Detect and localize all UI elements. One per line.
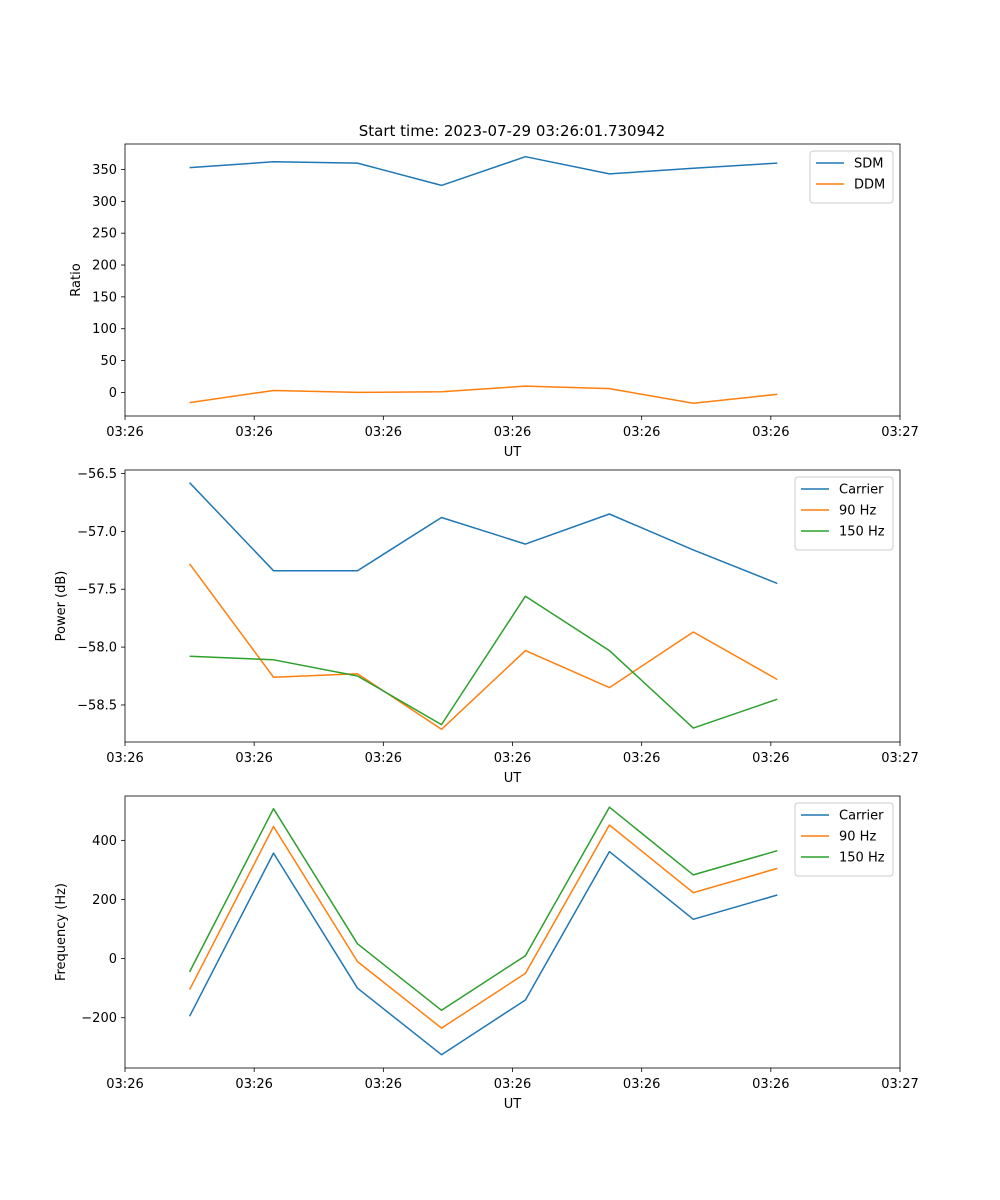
power-panel: 03:26 03:26 03:26 03:26 03:26 03:26 03:27 −58.5…	[54, 467, 919, 786]
legend-label: 150 Hz	[839, 525, 885, 540]
x-tick-label: 03:27	[881, 751, 918, 766]
legend-label: Carrier	[839, 809, 884, 824]
legend-label: SDM	[854, 157, 883, 172]
y-tick-label: 300	[92, 195, 117, 210]
x-axis-label: UT	[504, 1097, 522, 1112]
x-tick-label: 03:27	[881, 425, 918, 440]
series-line-carrier	[189, 482, 778, 585]
frequency-panel: 03:26 03:26 03:26 03:26 03:26 03:26 03:27 −200 0…	[54, 795, 919, 1112]
y-tick-label: −57.5	[77, 583, 117, 598]
y-tick-label: 50	[100, 354, 117, 369]
x-tick-label: 03:26	[623, 1077, 660, 1092]
series-line-150-hz	[188, 806, 778, 1012]
x-tick-label: 03:26	[235, 425, 272, 440]
figure-title: Start time: 2023-07-29 03:26:01.730942	[359, 122, 665, 140]
series-line-150-hz	[189, 595, 778, 729]
legend-label: 150 Hz	[839, 851, 885, 866]
legend-label: DDM	[854, 178, 885, 193]
axes-frame	[124, 143, 901, 417]
x-tick-label: 03:26	[235, 751, 272, 766]
axes-frame	[124, 795, 901, 1069]
legend: SDM DDM	[809, 150, 894, 204]
y-tick-label: −56.5	[77, 467, 117, 482]
y-tick-label: 400	[92, 834, 117, 849]
y-axis-label: Frequency (Hz)	[54, 883, 69, 981]
series-line-90-hz	[188, 563, 778, 731]
legend-label: 90 Hz	[839, 504, 876, 519]
y-axis-label: Ratio	[69, 263, 84, 296]
y-tick-label: 0	[109, 386, 117, 401]
x-tick-label: 03:26	[106, 425, 143, 440]
x-tick-label: 03:26	[494, 751, 531, 766]
x-tick-label: 03:26	[106, 751, 143, 766]
x-tick-label: 03:26	[752, 425, 789, 440]
y-tick-label: 350	[92, 163, 117, 178]
y-axis-label: Power (dB)	[54, 571, 69, 642]
y-tick-label: 200	[92, 893, 117, 908]
y-tick-label: 100	[92, 322, 117, 337]
legend: Carrier 90 Hz 150 Hz	[794, 802, 894, 877]
x-tick-label: 03:27	[881, 1077, 918, 1092]
legend-label: Carrier	[839, 483, 884, 498]
x-axis-label: UT	[504, 445, 522, 460]
series-line-carrier	[188, 850, 778, 1056]
axes-frame	[124, 469, 901, 743]
x-tick-label: 03:26	[623, 751, 660, 766]
x-tick-label: 03:26	[494, 1077, 531, 1092]
x-tick-label: 03:26	[494, 425, 531, 440]
y-tick-label: 200	[92, 259, 117, 274]
ratio-panel: 03:26 03:26 03:26 03:26 03:26 03:26 03:27 0 50 10…	[69, 143, 919, 460]
y-tick-label: −58.0	[77, 641, 117, 656]
legend-label: 90 Hz	[839, 830, 876, 845]
series-line-sdm	[189, 155, 778, 187]
series-line-90-hz	[188, 824, 778, 1029]
y-tick-label: −58.5	[77, 698, 117, 713]
y-tick-label: 250	[92, 227, 117, 242]
legend: Carrier 90 Hz 150 Hz	[794, 476, 894, 551]
x-tick-label: 03:26	[623, 425, 660, 440]
x-axis-label: UT	[504, 771, 522, 786]
y-tick-label: −57.0	[77, 525, 117, 540]
y-tick-label: 0	[109, 952, 117, 967]
x-tick-label: 03:26	[106, 1077, 143, 1092]
x-tick-label: 03:26	[365, 425, 402, 440]
series-line-ddm	[189, 385, 778, 405]
x-tick-label: 03:26	[752, 1077, 789, 1092]
y-tick-label: −200	[81, 1011, 117, 1026]
x-tick-label: 03:26	[365, 1077, 402, 1092]
x-tick-label: 03:26	[752, 751, 789, 766]
x-tick-label: 03:26	[365, 751, 402, 766]
y-tick-label: 150	[92, 290, 117, 305]
legend-box	[809, 150, 894, 204]
x-tick-label: 03:26	[235, 1077, 272, 1092]
